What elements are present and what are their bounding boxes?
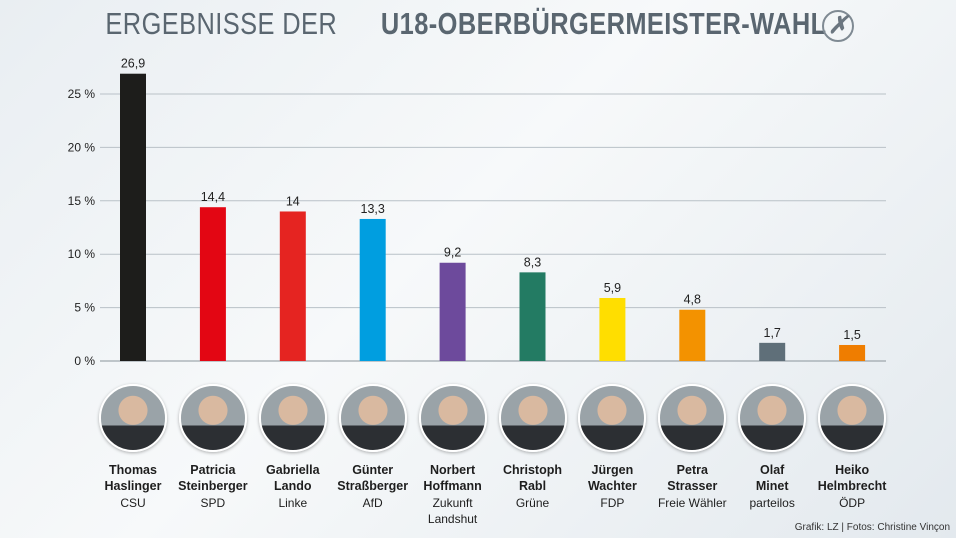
chart-title: ERGEBNISSE DER U18-OBERBÜRGERMEISTER-WAH… [0, 6, 956, 42]
last-name: Straßberger [337, 479, 409, 493]
first-name: Günter [352, 463, 394, 477]
credit: Grafik: LZ | Fotos: Christine Vinçon [794, 522, 950, 533]
data-label: 26,9 [121, 57, 145, 71]
candidate-party: ÖDP [839, 496, 866, 510]
bar [679, 309, 706, 361]
first-name: Olaf [760, 463, 785, 477]
bar [279, 211, 306, 361]
candidate-party: AfD [362, 496, 383, 510]
data-label: 1,7 [764, 326, 781, 340]
ballot-cross-icon: ✗ [822, 10, 854, 42]
candidate-photo [658, 384, 727, 452]
candidate-name: Thomas Haslinger [88, 462, 178, 494]
candidate: Christoph Rabl Grüne [488, 384, 578, 511]
candidate-name: Gabriella Lando [248, 462, 338, 494]
data-label: 5,9 [604, 281, 621, 295]
candidate: Thomas Haslinger CSU [88, 384, 178, 511]
last-name: Steinberger [178, 479, 248, 493]
candidate: Heiko Helmbrecht ÖDP [807, 384, 897, 511]
data-label: 8,3 [524, 255, 541, 269]
candidate-photo [498, 384, 567, 452]
candidate: Norbert Hoffmann Zukunft Landshut [408, 384, 498, 527]
last-name: Lando [274, 479, 312, 493]
data-label: 13,3 [361, 202, 385, 216]
first-name: Norbert [430, 463, 476, 477]
first-name: Petra [676, 463, 708, 477]
bar [599, 297, 626, 361]
candidate-photo [99, 384, 167, 452]
last-name: Minet [755, 479, 789, 493]
data-label: 14 [286, 194, 300, 208]
first-name: Thomas [109, 463, 157, 477]
first-name: Heiko [835, 463, 870, 477]
data-label: 14,4 [201, 190, 225, 204]
candidate-photo [338, 384, 407, 452]
candidate-party: Zukunft Landshut [427, 496, 478, 526]
data-label: 9,2 [444, 246, 461, 260]
candidate-name: Patricia Steinberger [168, 462, 258, 494]
candidate: Olaf Minet parteilos [727, 384, 817, 511]
candidate-party: FDP [600, 496, 625, 510]
last-name: Wachter [587, 479, 637, 493]
candidate-name: Olaf Minet [727, 462, 817, 494]
candidate: Jürgen Wachter FDP [567, 384, 657, 511]
candidate-name: Christoph Rabl [488, 462, 578, 494]
data-label: 1,5 [843, 328, 860, 342]
candidate-name: Heiko Helmbrecht [807, 462, 897, 494]
candidate-name: Günter Straßberger [328, 462, 418, 494]
data-label: 4,8 [684, 293, 701, 307]
y-tick-label: 0 % [74, 354, 95, 368]
last-name: Haslinger [104, 479, 162, 493]
candidate-party: SPD [200, 496, 226, 510]
last-name: Helmbrecht [817, 479, 887, 493]
last-name: Strasser [667, 479, 718, 493]
y-tick-label: 5 % [74, 301, 95, 315]
bar [120, 73, 146, 361]
candidate-party: Linke [278, 496, 308, 510]
candidate: Patricia Steinberger SPD [168, 384, 258, 511]
bar [839, 344, 866, 361]
candidate-photo [738, 384, 807, 452]
candidate-photo [178, 384, 247, 452]
candidate-party: Grüne [515, 496, 550, 510]
last-name: Hoffmann [423, 479, 482, 493]
bar [359, 218, 386, 361]
bar [199, 207, 226, 361]
candidate-name: Petra Strasser [647, 462, 737, 494]
candidate-party: parteilos [749, 496, 795, 510]
y-tick-label: 20 % [68, 140, 96, 154]
candidate-party: Freie Wähler [657, 496, 727, 510]
candidate-photo [818, 384, 887, 452]
candidate-name: Norbert Hoffmann [408, 462, 498, 494]
candidate-name: Jürgen Wachter [567, 462, 657, 494]
y-tick-label: 15 % [68, 194, 96, 208]
bar [759, 342, 786, 361]
candidate-photo [418, 384, 487, 452]
title-light: ERGEBNISSE DER [105, 6, 338, 41]
candidate-photo [258, 384, 327, 452]
bar-chart: 0 % 5 % 10 % 15 % 20 % 25 % 26,9 14,4 14 13,3 9,2 8… [68, 57, 886, 368]
first-name: Jürgen [591, 463, 634, 477]
y-tick-label: 25 % [68, 87, 96, 101]
first-name: Patricia [190, 463, 236, 477]
first-name: Gabriella [266, 463, 320, 477]
first-name: Christoph [502, 463, 563, 477]
candidate: Gabriella Lando Linke [248, 384, 338, 511]
bar [519, 272, 546, 361]
last-name: Rabl [518, 479, 547, 493]
y-tick-label: 10 % [68, 247, 96, 261]
candidate: Petra Strasser Freie Wähler [647, 384, 737, 511]
bar [439, 262, 466, 361]
candidate: Günter Straßberger AfD [328, 384, 418, 511]
candidate-party: CSU [120, 496, 146, 510]
title-bold: U18-OBERBÜRGERMEISTER-WAHL [381, 6, 827, 41]
candidate-photo [578, 384, 647, 452]
